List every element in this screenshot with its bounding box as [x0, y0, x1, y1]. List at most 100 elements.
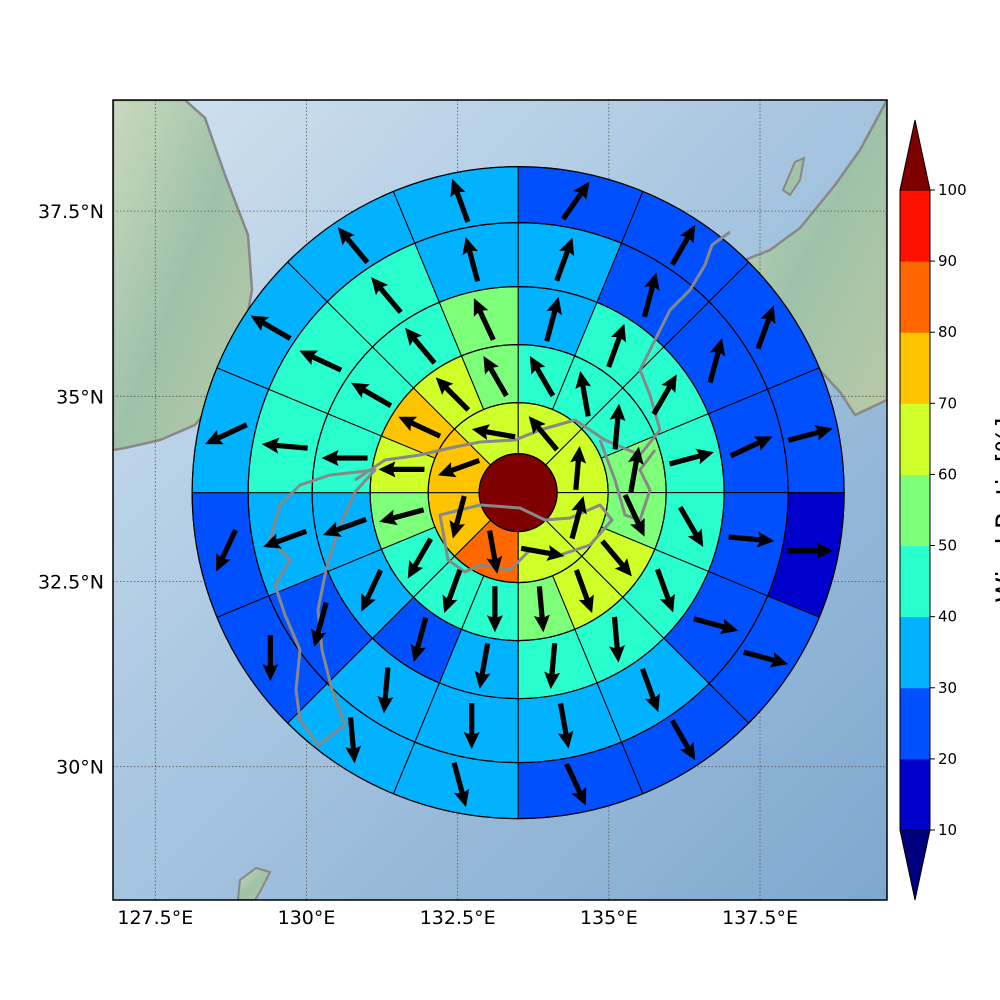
x-tick-label: 137.5°E [722, 907, 798, 929]
wind-arrow [787, 425, 833, 443]
colorbar-tick-label: 40 [938, 608, 957, 626]
colorbar-bin [900, 545, 930, 618]
wind-arrow [641, 272, 660, 318]
wind-arrow [263, 528, 308, 549]
wind-arrow [486, 530, 503, 574]
wind-arrow [398, 416, 442, 439]
kii-peninsula-coast [598, 439, 657, 522]
wind-arrow [216, 528, 238, 572]
wind-arrow [474, 643, 491, 689]
ring-outline [478, 452, 558, 533]
colorbar: 10 20 30 40 50 60 70 80 90 100 [899, 119, 967, 901]
map-frame [112, 99, 888, 901]
wind-arrow [533, 586, 550, 633]
wind-arrow [345, 717, 362, 764]
wind-arrow [787, 542, 834, 559]
x-tick-label: 127.5°E [117, 907, 193, 929]
kyushu-coast [268, 468, 377, 747]
colorbar-tick-label: 50 [938, 537, 957, 555]
wind-arrow [361, 568, 384, 612]
colorbar-bin [900, 403, 930, 475]
wind-arrow [322, 516, 368, 537]
ring-outline [247, 221, 789, 764]
wind-arrow [520, 545, 565, 561]
colorbar-tick-label: 70 [938, 394, 957, 412]
y-tick-label: 30°N [56, 757, 104, 779]
wind-arrow [371, 277, 403, 314]
noto-peninsula [781, 156, 806, 197]
colorbar-tick-label: 80 [938, 323, 957, 341]
colorbar-tick-label: 90 [938, 252, 957, 270]
colorbar-tick-label: 30 [938, 679, 957, 697]
wind-arrow [262, 635, 279, 682]
colorbar-label: Wind Ratio[%] [991, 417, 1000, 602]
colorbar-bin [900, 332, 930, 404]
wind-arrow [573, 569, 594, 614]
wind-arrow [693, 616, 739, 635]
wind-arrow [410, 616, 429, 662]
colorbar-bin [900, 687, 930, 760]
wind-arrow [473, 298, 496, 341]
wind-sectors [191, 165, 845, 820]
wind-arrow [669, 224, 696, 267]
x-tick-label: 132.5°E [420, 907, 496, 929]
island-south [236, 866, 272, 900]
wind-arrow [310, 601, 329, 648]
wind-arrow [544, 296, 562, 342]
wind-arrow [640, 667, 660, 713]
wind-arrow [437, 457, 481, 478]
wind-arrow [554, 237, 575, 282]
x-tick-label: 130°E [278, 907, 336, 929]
wind-arrow [606, 323, 627, 368]
wind-arrow [544, 643, 561, 690]
ring-outline [427, 401, 609, 584]
wind-arrow [435, 377, 471, 412]
wind-arrow [205, 422, 248, 445]
wind-arrow [529, 355, 556, 398]
wind-arrow [569, 496, 587, 540]
wind-arrow [755, 305, 776, 350]
wind-arrow [609, 616, 625, 663]
colorbar-tick-label: 20 [938, 750, 957, 768]
wind-arrow [528, 416, 559, 452]
y-tick-label: 32.5°N [38, 571, 104, 593]
wind-arrow [560, 181, 590, 221]
wind-arrow [351, 382, 393, 409]
wind-arrow [600, 539, 632, 577]
wind-arrows [205, 178, 834, 808]
colorbar-over-extend [899, 119, 931, 191]
wind-arrow [299, 350, 343, 373]
colorbar-bin [900, 474, 930, 547]
wind-arrow [442, 569, 463, 614]
wind-arrow [450, 178, 471, 223]
wind-arrow [707, 338, 726, 384]
wind-arrow [462, 236, 481, 283]
wind-arrow [609, 403, 626, 450]
wind-arrow [261, 437, 308, 454]
wind-arrow [378, 461, 425, 478]
wind-arrow [570, 445, 587, 491]
colorbar-bin [900, 758, 930, 831]
x-tick-label: 135°E [580, 907, 638, 929]
wind-arrow [728, 531, 775, 548]
wind-arrow [407, 537, 433, 579]
colorbar-bin [900, 190, 930, 262]
x-axis: 127.5°E 130°E 132.5°E 135°E 137.5°E [117, 907, 798, 929]
wind-arrow [668, 448, 714, 467]
colorbar-bin [900, 616, 930, 689]
wind-arrow [471, 424, 516, 441]
wind-arrow [743, 649, 789, 668]
wind-arrow [377, 667, 394, 714]
wind-arrow [451, 761, 470, 808]
wind-arrow [483, 355, 509, 398]
wind-arrow [250, 315, 292, 341]
wind-arrow [651, 374, 677, 416]
wind-arrow [622, 493, 645, 537]
wind-arrow [321, 450, 368, 467]
wind-arrow [677, 505, 704, 548]
colorbar-frame [899, 189, 931, 831]
wind-arrow [337, 227, 370, 265]
y-tick-label: 37.5°N [38, 201, 104, 223]
colorbar-bin [900, 261, 930, 333]
